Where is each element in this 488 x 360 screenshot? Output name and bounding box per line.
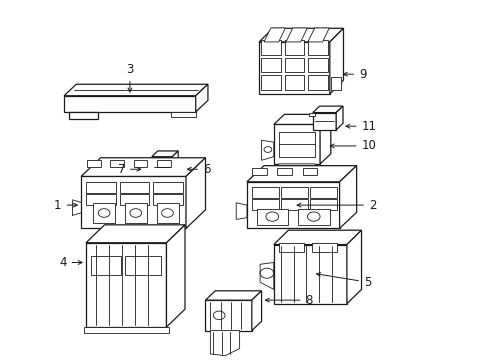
Bar <box>302 168 317 175</box>
Polygon shape <box>171 112 195 117</box>
Bar <box>310 187 336 198</box>
Bar <box>284 58 304 72</box>
Polygon shape <box>246 166 356 182</box>
Bar <box>157 203 178 223</box>
Bar <box>251 168 266 175</box>
Bar <box>307 40 327 55</box>
Bar <box>251 199 278 210</box>
Polygon shape <box>69 112 98 119</box>
Polygon shape <box>210 330 239 356</box>
Bar <box>86 182 116 193</box>
Bar <box>311 243 336 252</box>
Polygon shape <box>152 151 178 157</box>
Text: 4: 4 <box>59 256 82 269</box>
Bar <box>284 40 304 55</box>
Polygon shape <box>273 230 361 244</box>
Bar <box>157 160 170 167</box>
Bar <box>153 182 183 193</box>
Polygon shape <box>273 125 320 164</box>
Bar <box>278 243 304 252</box>
Polygon shape <box>278 164 315 177</box>
Text: 3: 3 <box>126 63 133 92</box>
Bar <box>134 160 147 167</box>
Polygon shape <box>64 84 207 96</box>
Bar <box>261 58 280 72</box>
Bar <box>281 187 307 198</box>
Bar <box>120 194 149 205</box>
Bar <box>298 209 329 225</box>
Polygon shape <box>346 230 361 304</box>
Bar <box>251 187 278 198</box>
Bar <box>281 199 307 210</box>
Bar <box>125 203 147 223</box>
Polygon shape <box>261 140 273 160</box>
Text: 11: 11 <box>345 120 376 133</box>
Polygon shape <box>172 151 178 176</box>
Bar <box>110 160 124 167</box>
Polygon shape <box>320 114 330 164</box>
Polygon shape <box>273 244 346 304</box>
Polygon shape <box>312 113 335 130</box>
Text: 2: 2 <box>297 199 376 212</box>
Polygon shape <box>81 176 185 228</box>
Polygon shape <box>246 182 339 228</box>
Bar <box>330 77 340 90</box>
Bar <box>310 199 336 210</box>
Polygon shape <box>140 158 144 176</box>
Polygon shape <box>83 327 168 333</box>
Text: 5: 5 <box>316 273 370 289</box>
Polygon shape <box>264 28 285 42</box>
Bar <box>277 168 291 175</box>
Bar <box>307 75 327 90</box>
Polygon shape <box>259 28 343 42</box>
Polygon shape <box>329 28 343 94</box>
Text: 10: 10 <box>329 139 376 152</box>
Bar <box>120 182 149 193</box>
Bar <box>308 113 314 116</box>
Polygon shape <box>307 28 329 42</box>
Bar <box>261 40 280 55</box>
Polygon shape <box>185 158 205 228</box>
Bar <box>256 209 288 225</box>
Bar <box>284 75 304 90</box>
Bar <box>86 194 116 205</box>
Polygon shape <box>236 203 246 220</box>
Polygon shape <box>125 163 140 176</box>
Text: 6: 6 <box>187 163 210 176</box>
Bar <box>153 194 183 205</box>
Bar <box>91 256 121 275</box>
Text: 7: 7 <box>117 163 141 176</box>
Polygon shape <box>81 158 205 176</box>
Bar <box>124 256 161 275</box>
Text: 9: 9 <box>343 68 366 81</box>
Polygon shape <box>335 106 342 130</box>
Text: 8: 8 <box>265 294 312 307</box>
Bar <box>93 203 115 223</box>
Polygon shape <box>64 96 195 112</box>
Polygon shape <box>251 291 261 330</box>
Polygon shape <box>152 157 172 176</box>
Polygon shape <box>285 28 307 42</box>
Polygon shape <box>339 166 356 228</box>
Bar <box>129 176 135 180</box>
Polygon shape <box>86 243 166 327</box>
Bar <box>261 75 280 90</box>
Polygon shape <box>166 225 184 327</box>
Polygon shape <box>205 291 261 300</box>
Polygon shape <box>205 300 251 330</box>
Polygon shape <box>125 158 144 163</box>
Polygon shape <box>195 84 207 112</box>
Bar <box>307 58 327 72</box>
Polygon shape <box>86 225 184 243</box>
Polygon shape <box>273 114 330 125</box>
Text: 1: 1 <box>54 199 77 212</box>
Polygon shape <box>260 262 273 289</box>
Bar <box>278 132 315 157</box>
Polygon shape <box>312 106 342 113</box>
Bar <box>87 160 101 167</box>
Polygon shape <box>259 42 329 94</box>
